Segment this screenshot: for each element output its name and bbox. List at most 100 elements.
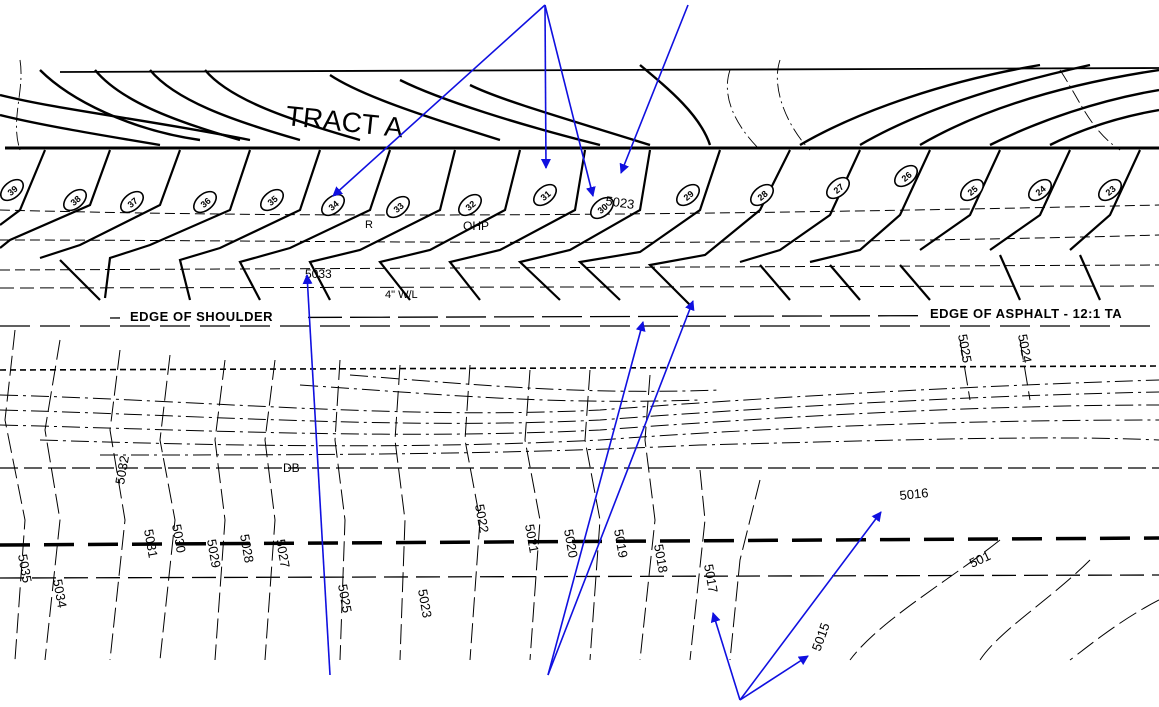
svg-text:30: 30 — [596, 202, 610, 216]
arrow — [710, 612, 741, 701]
lot-oval: 23 — [1097, 178, 1123, 202]
annotation-arrows — [302, 4, 882, 701]
svg-text:26: 26 — [900, 170, 914, 184]
lot-oval: 29 — [675, 183, 701, 207]
arrow — [619, 4, 689, 174]
svg-text:37: 37 — [126, 196, 140, 210]
svg-text:35: 35 — [266, 194, 280, 208]
lot-oval: 38 — [62, 188, 88, 212]
arrow — [302, 274, 331, 676]
contour-label: 5024 — [1015, 333, 1035, 364]
arrow — [547, 300, 695, 676]
svg-text:38: 38 — [69, 194, 83, 208]
contour-label: 5017 — [701, 563, 721, 594]
svg-text:23: 23 — [1104, 184, 1118, 198]
lot-numbers: 39 38 37 36 35 34 33 32 31 30 29 28 27 2… — [0, 164, 1123, 220]
tract-contour — [859, 63, 1091, 147]
water-line-label: 4" W/L — [385, 289, 418, 301]
edge-of-asphalt-label: EDGE OF ASPHALT - 12:1 TA — [930, 306, 1122, 321]
contour-label: 5019 — [611, 528, 631, 559]
lot-dash-lines — [0, 204, 1159, 271]
tract-contour — [329, 74, 501, 142]
lot-oval: 25 — [959, 178, 985, 202]
tract-contour — [1049, 108, 1159, 147]
arrow — [540, 4, 551, 169]
contour-label: 5025 — [335, 583, 355, 614]
tract-label: TRACT A — [284, 100, 405, 143]
ohp-label: OHP — [463, 219, 489, 233]
contour-label: 5025 — [955, 333, 975, 364]
lot-oval: 28 — [749, 183, 775, 207]
edge-of-shoulder-label: EDGE OF SHOULDER — [130, 309, 273, 324]
contour-label: 5030 — [169, 523, 189, 554]
contour-label: 5023 — [605, 193, 636, 212]
contour-label: 5032 — [112, 454, 132, 485]
tract-contour — [639, 64, 712, 146]
lot-oval: 31 — [532, 183, 558, 207]
contour-label: 5027 — [273, 538, 293, 569]
svg-text:39: 39 — [6, 184, 20, 198]
contour-label: 5018 — [651, 543, 671, 574]
tract-contour — [399, 78, 601, 147]
edge-shoulder-bg — [120, 306, 308, 324]
tract-contour — [799, 63, 1041, 147]
r-label: R — [365, 219, 373, 231]
svg-text:29: 29 — [682, 189, 696, 203]
db-label: DB — [283, 461, 300, 475]
tract-contour — [989, 88, 1159, 147]
lot-chevrons — [0, 149, 1141, 306]
tract-contour — [469, 83, 651, 147]
lot-oval: 26 — [893, 164, 919, 188]
contour-labels: 5025 5024 DB 5032 5031 5030 5029 5028 50… — [15, 333, 1035, 653]
road-contours — [0, 374, 1159, 456]
svg-text:31: 31 — [539, 189, 553, 203]
arrow — [332, 4, 546, 197]
contour-label: 501 — [967, 548, 993, 571]
contour-label: 5016 — [899, 485, 929, 503]
svg-text:36: 36 — [199, 196, 213, 210]
tract-contour — [94, 69, 241, 142]
lot-oval: 27 — [825, 176, 851, 200]
lot-oval: 35 — [259, 188, 285, 212]
arrow — [544, 4, 596, 197]
tract-contour — [204, 69, 361, 142]
tract-contours — [0, 63, 1159, 147]
tract-contour — [0, 93, 251, 142]
tract-contour — [919, 68, 1159, 147]
contour-label: 5033 — [305, 267, 332, 281]
tract-contour — [39, 69, 201, 142]
arrow — [547, 321, 646, 676]
tract-contour — [149, 69, 301, 142]
lot-oval: 24 — [1027, 178, 1053, 202]
svg-text:25: 25 — [966, 184, 980, 198]
lot-oval: 33 — [385, 195, 411, 219]
svg-text:24: 24 — [1034, 184, 1048, 198]
contour-label: 5031 — [141, 528, 161, 559]
lot-oval: 30 — [589, 196, 615, 220]
arrow — [739, 511, 882, 701]
contour-label: 5023 — [415, 588, 435, 619]
contour-label: 5020 — [561, 528, 581, 559]
contour-label: 5035 — [15, 553, 35, 584]
contour-label: 5034 — [50, 578, 70, 609]
edge-asphalt-bg — [925, 303, 1159, 321]
tract-contour — [0, 113, 161, 147]
contour-label: 5022 — [472, 503, 492, 534]
contour-label: 5021 — [522, 523, 542, 554]
lot-oval: 36 — [192, 190, 218, 214]
arrow — [739, 655, 809, 701]
svg-text:27: 27 — [832, 182, 846, 196]
lot-oval: 37 — [119, 190, 145, 214]
svg-text:33: 33 — [392, 201, 406, 215]
contour-label: 5028 — [237, 533, 257, 564]
lot-oval: 39 — [0, 178, 25, 202]
tract-dash-contours — [16, 59, 1121, 151]
svg-text:28: 28 — [756, 189, 770, 203]
road-centerline — [0, 536, 1159, 547]
contour-label: 5029 — [204, 538, 224, 569]
svg-text:34: 34 — [327, 199, 341, 213]
svg-text:32: 32 — [464, 199, 478, 213]
vertical-contours — [4, 329, 1159, 661]
contour-label: 5015 — [809, 621, 833, 653]
